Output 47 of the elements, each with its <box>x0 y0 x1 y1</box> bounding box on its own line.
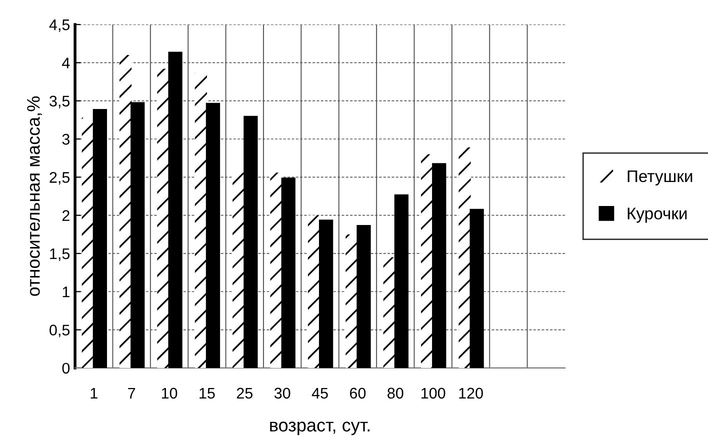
y-tick-label: 2,5 <box>50 172 70 185</box>
bar <box>206 102 220 368</box>
legend-label: Курочки <box>628 208 687 223</box>
bar <box>232 172 245 368</box>
bar <box>432 163 446 368</box>
x-tick-label: 1 <box>90 388 98 398</box>
bar <box>281 178 296 368</box>
bar <box>120 55 132 368</box>
bar <box>130 102 145 368</box>
x-tick-label: 10 <box>162 388 178 399</box>
x-tick-label: 60 <box>350 388 366 399</box>
bar <box>157 68 170 368</box>
legend-label: Петушки <box>628 170 692 186</box>
x-tick-label: 80 <box>388 388 404 399</box>
bar <box>194 72 207 368</box>
bar <box>383 257 396 368</box>
bar <box>92 108 107 368</box>
bar <box>168 52 182 368</box>
x-tick-label: 15 <box>200 388 215 399</box>
y-tick-label: 3 <box>62 134 70 145</box>
bar <box>308 215 320 368</box>
y-tick-label: 2 <box>62 210 70 221</box>
bar <box>394 194 408 368</box>
bar <box>270 172 282 368</box>
x-tick-label: 30 <box>274 388 290 399</box>
y-axis-title: относительная масса,% <box>27 96 42 296</box>
bar <box>470 208 484 368</box>
x-tick-label: 45 <box>312 388 328 399</box>
x-tick-label: 120 <box>459 388 483 399</box>
bar <box>346 234 358 368</box>
y-tick-label: 4,5 <box>49 20 70 32</box>
bar <box>458 147 471 368</box>
bar <box>82 118 94 368</box>
bar <box>356 224 371 368</box>
x-axis-title: возраст, сут. <box>270 422 370 436</box>
bar <box>421 154 434 368</box>
y-tick-label: 1,5 <box>50 248 70 261</box>
y-tick-label: 1 <box>62 286 70 298</box>
x-tick-label: 100 <box>422 388 446 399</box>
y-tick-label: 3,5 <box>50 96 70 108</box>
bar <box>318 220 334 368</box>
x-tick-label: 25 <box>236 388 252 399</box>
bar <box>244 116 258 368</box>
x-tick-label: 7 <box>128 388 136 398</box>
y-tick-label: 0 <box>62 362 70 374</box>
y-tick-label: 4 <box>62 58 70 68</box>
y-tick-label: 0,5 <box>50 324 70 338</box>
